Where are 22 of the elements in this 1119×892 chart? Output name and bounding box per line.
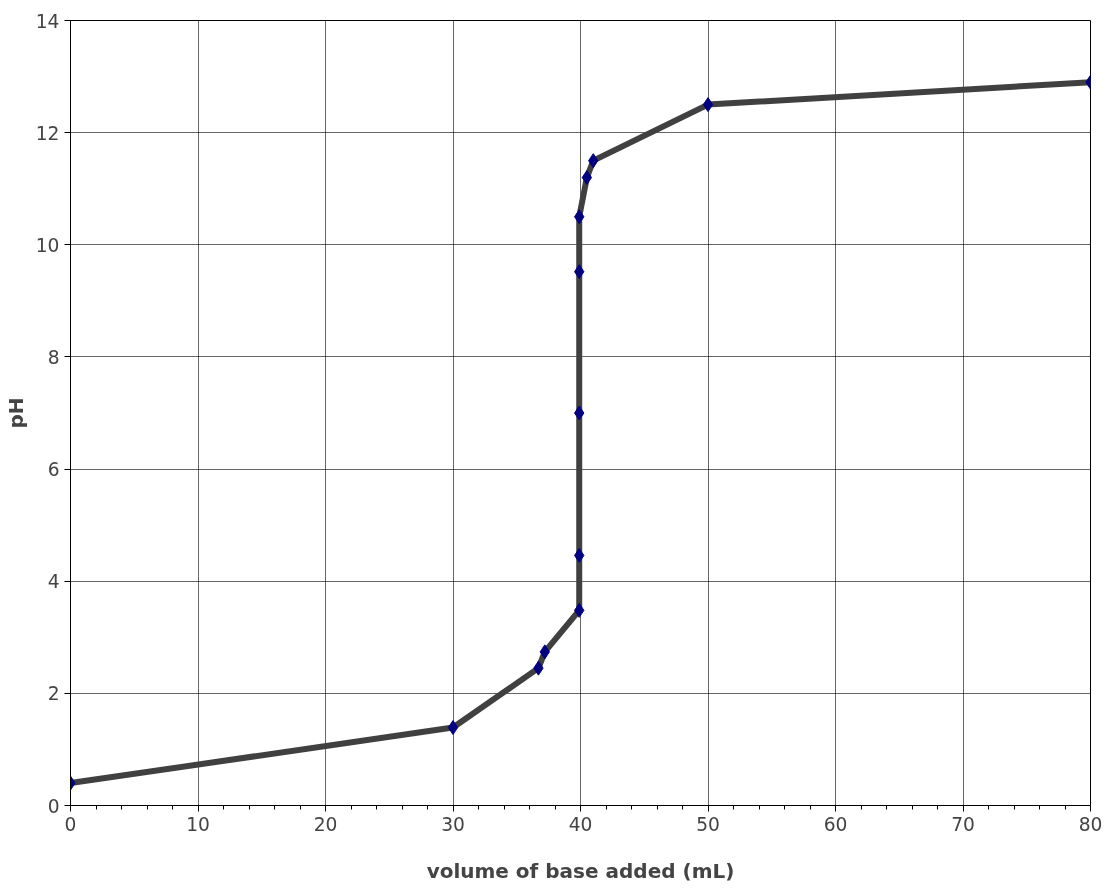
x-axis-title: volume of base added (mL) xyxy=(426,858,735,883)
y-tick-label: 4 xyxy=(47,571,60,593)
point xyxy=(447,720,459,736)
x-tick-label: 30 xyxy=(441,813,465,835)
point xyxy=(581,170,593,185)
x-tick-label: 40 xyxy=(568,813,593,835)
x-tick-label: 0 xyxy=(64,813,77,835)
x-tick-label: 10 xyxy=(186,813,210,835)
point xyxy=(702,97,714,113)
x-tick-label: 70 xyxy=(951,813,975,835)
y-axis-title: pH xyxy=(3,397,28,429)
x-tick-label: 80 xyxy=(1078,813,1103,835)
y-tick-label: 0 xyxy=(47,795,60,817)
y-tick-label: 12 xyxy=(35,122,60,144)
x-tick-label: 50 xyxy=(696,813,720,835)
y-tick-label: 6 xyxy=(47,459,60,481)
y-tick-label: 14 xyxy=(35,10,60,32)
x-tick-label: 60 xyxy=(823,813,848,835)
y-tick-label: 8 xyxy=(47,346,60,368)
x-tick-label: 20 xyxy=(313,813,338,835)
y-tick-label: 2 xyxy=(47,683,60,705)
y-tick-label: 10 xyxy=(35,234,60,256)
